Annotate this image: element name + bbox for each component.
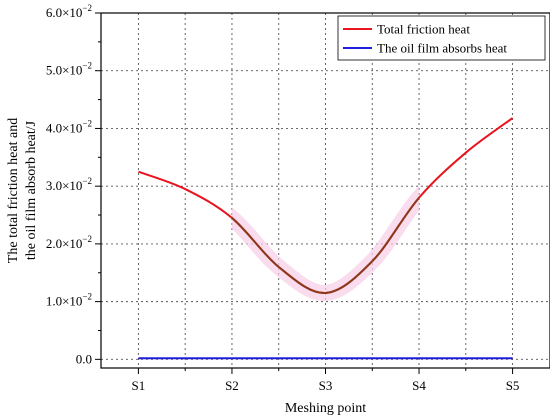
- legend-label-total-friction-heat: Total friction heat: [377, 22, 470, 37]
- x-tick-label: S5: [506, 378, 520, 393]
- y-tick-label: 2.0×10−2: [46, 234, 92, 251]
- y-tick-label: 0.0: [76, 351, 92, 366]
- x-tick-label: S1: [132, 378, 146, 393]
- x-tick-label: S2: [225, 378, 239, 393]
- y-axis-title: The total friction heat and the oil film…: [6, 118, 39, 263]
- legend-label-oil-film-absorbs-heat: The oil film absorbs heat: [377, 41, 507, 56]
- legend: Total friction heat The oil film absorbs…: [337, 15, 546, 61]
- x-tick-label: S4: [412, 378, 426, 393]
- x-tick-label: S3: [319, 378, 333, 393]
- y-tick-label: 5.0×10−2: [46, 61, 92, 78]
- legend-box: [337, 15, 546, 61]
- y-tick-label: 3.0×10−2: [46, 176, 92, 193]
- y-tick-label: 4.0×10−2: [46, 118, 92, 135]
- y-tick-label: 1.0×10−2: [46, 292, 92, 309]
- grid: [101, 12, 550, 368]
- y-axis-title-line2: the oil film absorb heat/J: [24, 120, 39, 260]
- x-axis-title: Meshing point: [285, 401, 366, 416]
- series-lines: [138, 117, 514, 360]
- overlap-line-segment: [231, 196, 420, 294]
- y-axis-title-line1: The total friction heat and: [6, 118, 21, 263]
- tick-labels: S1 S2 S3 S4 S5 0.0 1.0×10−2 2.0×10−2 3.0×10−2 4.0…: [46, 3, 520, 393]
- y-tick-label: 6.0×10−2: [46, 3, 92, 20]
- axis-ticks: [95, 12, 514, 374]
- overlap-line: [231, 196, 420, 294]
